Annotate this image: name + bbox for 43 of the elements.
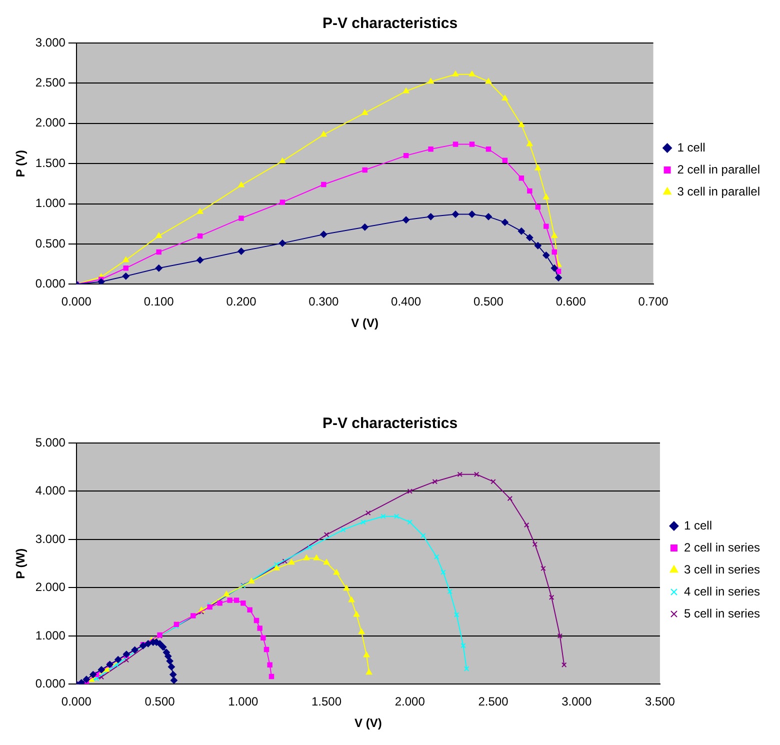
y-tick-label: 2.500 <box>35 76 66 90</box>
y-axis-title: P (V) <box>14 150 28 178</box>
y-tick-label: 0.500 <box>35 236 66 250</box>
legend-label: 5 cell in series <box>684 606 760 620</box>
x-tick-label: 3.500 <box>644 694 676 709</box>
x-tick-label: 2.000 <box>394 694 426 709</box>
legend-label: 2 cell in series <box>684 540 760 554</box>
y-tick-label: 5.000 <box>35 435 66 450</box>
legend-label: 1 cell <box>677 140 706 154</box>
x-tick-label: 1.000 <box>228 694 258 709</box>
legend-label: 4 cell in series <box>684 584 760 598</box>
y-tick-label: 3.000 <box>35 532 66 546</box>
y-tick-label: 1.000 <box>35 196 66 210</box>
chart-title: P-V characteristics <box>322 15 458 32</box>
y-tick-label: 0.000 <box>35 276 66 291</box>
y-tick-label: 3.000 <box>35 35 66 50</box>
x-tick-label: 0.200 <box>226 294 257 309</box>
y-axis-title: P (W) <box>14 548 28 579</box>
y-tick-label: 2.000 <box>35 580 66 594</box>
x-tick-label: 0.600 <box>556 294 586 309</box>
legend-label: 1 cell <box>684 518 712 532</box>
chart-title: P-V characteristics <box>322 415 458 432</box>
legend-label: 2 cell in parallel <box>677 162 760 176</box>
x-tick-label: 0.000 <box>61 694 92 709</box>
y-tick-label: 1.000 <box>35 628 66 642</box>
legend-label: 3 cell in parallel <box>677 184 760 198</box>
x-tick-label: 1.500 <box>312 694 342 709</box>
y-tick-label: 4.000 <box>35 484 66 498</box>
x-axis-title: V (V) <box>351 316 379 330</box>
x-tick-label: 2.500 <box>478 694 509 709</box>
x-tick-label: 0.000 <box>61 294 92 309</box>
x-tick-label: 3.000 <box>562 694 592 709</box>
y-tick-label: 1.500 <box>35 156 66 170</box>
x-tick-label: 0.300 <box>308 294 339 309</box>
x-tick-label: 0.500 <box>144 694 176 709</box>
x-tick-label: 0.100 <box>144 294 174 309</box>
x-tick-label: 0.400 <box>391 294 422 309</box>
x-axis-title: V (V) <box>354 716 382 730</box>
y-tick-label: 2.000 <box>35 116 66 130</box>
y-tick-label: 0.000 <box>35 676 66 691</box>
x-tick-label: 0.500 <box>473 294 504 309</box>
legend-label: 3 cell in series <box>684 562 760 576</box>
x-tick-label: 0.700 <box>638 294 669 309</box>
